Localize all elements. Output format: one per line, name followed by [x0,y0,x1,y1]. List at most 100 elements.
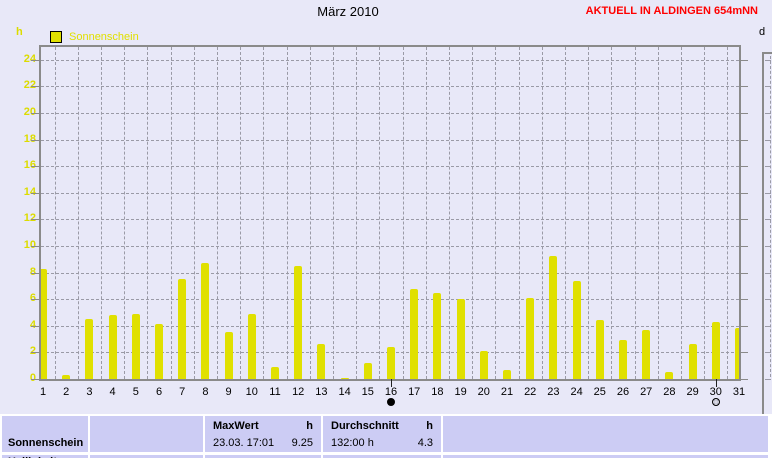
x-day-label: 2 [63,386,70,398]
gridline-v [77,47,79,379]
page-title: März 2010 [317,4,379,19]
gridline-v [356,47,358,379]
gridline-h [41,272,739,274]
bar-day-19 [456,299,465,379]
x-day-label: 23 [547,386,560,398]
x-day-label: 16 [384,386,398,398]
gridline-v [240,47,242,379]
legend-label: Sonnenschein [69,30,139,43]
stats-cell-durchschnitt: Durchschnitt h 132:00 h 4.3 [323,416,441,452]
bar-day-23 [549,256,558,379]
stats-cell-row2-b [205,455,321,458]
gridline-v [402,47,404,379]
y-tick-mark-right [741,325,748,327]
bar-day-25 [595,320,604,379]
gridline-v [193,47,195,379]
x-day-label: 26 [616,386,630,398]
x-day-label: 11 [269,386,281,398]
y-tick-mark-left [31,325,39,327]
y-tick-mark-left [31,166,39,168]
legend: Sonnenschein [50,30,139,43]
bar-day-4 [108,315,117,379]
durchschnitt-header: Durchschnitt [331,420,399,432]
x-day-label: 20 [477,386,490,398]
bar-day-26 [619,340,627,379]
gridline-v [449,47,450,379]
y-tick-mark-right [741,299,748,301]
x-day-label: 4 [109,386,116,398]
bar-day-13 [317,344,326,379]
bar-day-20 [479,351,488,379]
y-tick-mark-left [31,86,39,88]
gridline-v [286,47,288,379]
gridline-v [101,47,102,379]
y-tick-label: 4 [29,318,36,331]
x-day-label: 29 [686,386,699,398]
parameter-name: Sonnenschein [8,437,84,449]
y-tick-mark-right [741,219,748,221]
x-day-label: 14 [338,386,351,398]
gridline-v [541,47,543,379]
bar-day-2 [62,375,71,379]
y-tick-mark-right [741,379,748,380]
maxwert-datetime: 23.03. 17:01 [213,437,275,449]
x-day-label: 10 [245,386,258,398]
gridline-v [611,47,613,379]
gridline-v [727,47,729,379]
gridline-h [41,299,739,301]
bar-day-11 [271,367,279,379]
gridline-v [425,47,427,379]
bar-day-3 [85,319,94,379]
next-panel-grid-dash [765,379,771,380]
bar-day-18 [433,293,442,379]
x-day-label: 27 [640,386,653,398]
x-day-label: 30 [709,386,722,398]
gridline-h [41,192,739,194]
chart-frame [39,45,741,381]
x-day-label: 3 [86,386,93,398]
durchschnitt-value: 4.3 [417,437,433,449]
x-day-label: 17 [408,386,421,398]
y-tick-mark-right [741,272,748,274]
durchschnitt-total: 132:00 h [331,437,374,449]
x-day-label: 24 [570,386,583,398]
bar-day-1 [41,269,47,379]
gridline-h [41,113,739,114]
gridline-v [704,47,706,379]
x-day-label: 1 [39,386,47,398]
gridline-v [333,47,334,379]
status-banner: AKTUELL IN ALDINGEN 654mNN [585,5,758,17]
y-tick-mark-right [741,59,748,61]
y-tick-mark-right [741,166,748,168]
gridline-h [41,166,739,168]
full-moon-icon [711,398,720,406]
stats-cell-parameter: Sonnenschein [2,416,88,452]
y-tick-label: 12 [23,212,36,225]
gridline-h [41,246,739,247]
gridline-v [54,47,56,379]
next-panel-top-border [762,52,772,54]
y-tick-mark-left [31,219,39,221]
y-tick-mark-left [31,139,39,141]
y-tick-mark-left [31,59,39,61]
bar-day-17 [410,289,419,379]
parameter-name-2: Helligkeit [8,456,57,458]
bar-day-29 [688,344,697,379]
gridline-v [634,47,636,379]
y-tick-mark-left [31,192,39,194]
stats-cell-empty-1 [90,416,203,452]
gridline-v [263,47,265,379]
next-panel-unit-label: d [759,26,766,38]
x-day-label: 9 [225,386,232,398]
bar-day-21 [503,370,511,379]
x-day-label: 18 [431,386,444,398]
y-tick-mark-left [31,272,39,274]
y-tick-mark-right [741,352,748,354]
bar-day-28 [665,372,674,379]
bar-day-9 [224,332,233,379]
x-day-label: 8 [202,386,209,398]
y-tick-label: 18 [23,132,36,145]
gridline-v [309,47,311,379]
chart-plot-area [41,47,739,379]
